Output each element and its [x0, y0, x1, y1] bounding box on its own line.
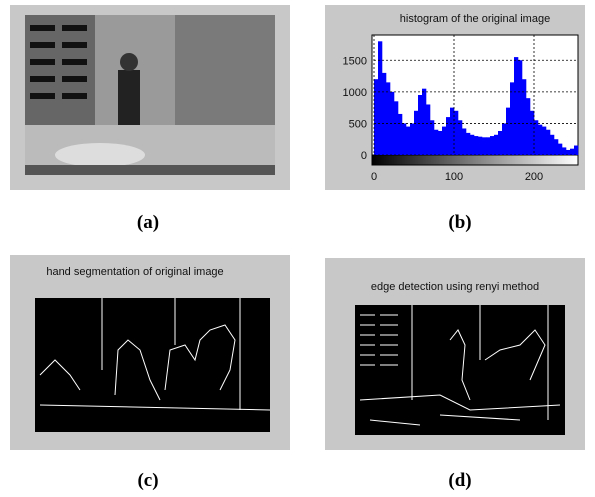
caption: (a) [137, 212, 159, 233]
bar [426, 104, 430, 155]
x-tick-label: 200 [525, 171, 543, 183]
y-tick-label: 1500 [343, 55, 367, 67]
bar [374, 79, 378, 155]
page: {"panels": [ {"caption": "(a)"}, {"capti… [0, 0, 595, 497]
bar [474, 136, 478, 155]
bar [414, 111, 418, 155]
bar [418, 95, 422, 155]
x-tick-label: 100 [445, 171, 463, 183]
panel-title: edge detection using renyi method [371, 281, 539, 293]
bar [422, 89, 426, 155]
bar [430, 120, 434, 155]
bar [402, 123, 406, 155]
edge-image [355, 305, 565, 435]
bar [462, 128, 466, 155]
colorbar [372, 155, 578, 165]
panel-title: hand segmentation of original image [46, 266, 223, 278]
bar [542, 127, 546, 155]
bar [514, 57, 518, 155]
chart-title: histogram of the original image [400, 13, 550, 25]
bar [558, 144, 562, 155]
bar [406, 127, 410, 155]
caption: (d) [448, 470, 471, 491]
bar [442, 127, 446, 155]
bar [486, 137, 490, 155]
bar [562, 147, 566, 155]
photo [25, 15, 275, 175]
bar [570, 149, 574, 155]
bar [506, 108, 510, 155]
bar [458, 120, 462, 155]
caption: (c) [137, 470, 158, 491]
bar [454, 111, 458, 155]
bar [494, 135, 498, 155]
bar [470, 135, 474, 155]
bar [490, 136, 494, 155]
bar [538, 125, 542, 155]
bar [478, 137, 482, 155]
x-tick-label: 0 [371, 171, 377, 183]
bar [434, 130, 438, 155]
bar [566, 150, 570, 155]
bar [554, 139, 558, 155]
bar [382, 73, 386, 155]
figure: histogram of the original image hand seg… [0, 0, 595, 497]
bar [550, 135, 554, 155]
bar [498, 131, 502, 155]
bar [546, 130, 550, 155]
bar [378, 41, 382, 155]
bar [526, 98, 530, 155]
bar [482, 137, 486, 155]
bar [466, 133, 470, 155]
bar [510, 82, 514, 155]
bar [446, 117, 450, 155]
bar [534, 120, 538, 155]
bar [518, 60, 522, 155]
bar [386, 82, 390, 155]
y-tick-label: 500 [349, 118, 367, 130]
segmentation-image [35, 298, 270, 432]
y-tick-label: 0 [361, 150, 367, 162]
y-tick-label: 1000 [343, 87, 367, 99]
bar [574, 146, 578, 155]
bar [398, 114, 402, 155]
bar [502, 123, 506, 155]
caption: (b) [448, 212, 471, 233]
bar [522, 79, 526, 155]
bar [394, 101, 398, 155]
bar [438, 131, 442, 155]
bar [410, 123, 414, 155]
